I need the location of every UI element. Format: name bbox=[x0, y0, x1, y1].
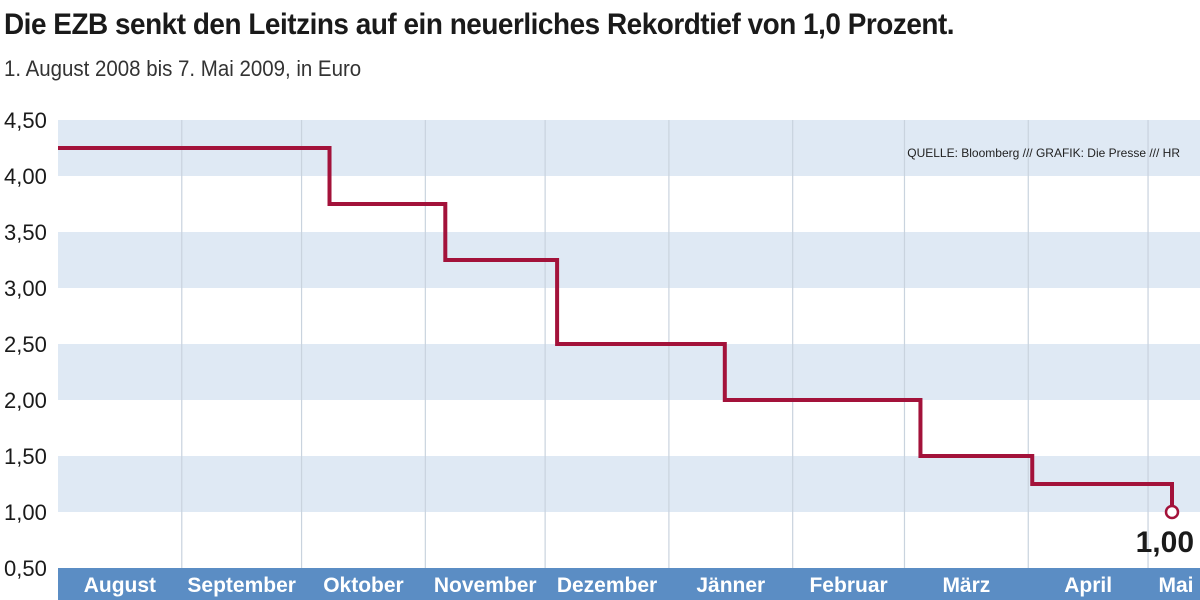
x-tick-label: November bbox=[434, 574, 537, 597]
y-tick-label: 0,50 bbox=[4, 556, 47, 581]
x-axis-bar: August September Oktober November Dezember Jä… bbox=[58, 568, 1200, 600]
y-tick-label: 1,50 bbox=[4, 444, 47, 469]
y-tick-label: 2,00 bbox=[4, 388, 47, 413]
vertical-gridlines bbox=[181, 120, 1149, 568]
x-tick-label: Dezember bbox=[557, 574, 657, 597]
x-axis-band bbox=[58, 568, 1200, 600]
series-line bbox=[58, 146, 1174, 512]
source-credit: QUELLE: Bloomberg /// GRAFIK: Die Presse… bbox=[907, 146, 1180, 160]
y-axis-ticks: 4,50 4,00 3,50 3,00 2,50 2,00 1,50 1,00 0,50 bbox=[4, 108, 47, 581]
x-tick-label: Mai bbox=[1158, 574, 1193, 597]
x-tick-label: April bbox=[1064, 574, 1112, 597]
x-tick-label: Jänner bbox=[696, 574, 765, 597]
chart-title: Die EZB senkt den Leitzins auf ein neuer… bbox=[4, 8, 955, 41]
y-tick-label: 3,00 bbox=[4, 276, 47, 301]
band-4 bbox=[58, 344, 1200, 400]
y-tick-label: 4,00 bbox=[4, 164, 47, 189]
x-tick-label: August bbox=[84, 574, 156, 597]
x-tick-label: Februar bbox=[809, 574, 887, 597]
chart-subtitle: 1. August 2008 bis 7. Mai 2009, in Euro bbox=[4, 56, 362, 81]
end-point-marker bbox=[1164, 504, 1180, 520]
x-tick-label: März bbox=[942, 574, 990, 597]
end-value-label: 1,00 bbox=[1136, 526, 1194, 559]
series-layer: 1,00 bbox=[58, 146, 1194, 559]
band-6 bbox=[58, 456, 1200, 512]
background-bands bbox=[58, 120, 1200, 512]
y-tick-label: 1,00 bbox=[4, 500, 47, 525]
y-tick-label: 2,50 bbox=[4, 332, 47, 357]
x-tick-label: Oktober bbox=[323, 574, 404, 597]
band-2 bbox=[58, 232, 1200, 288]
x-tick-label: September bbox=[187, 574, 296, 597]
y-tick-label: 4,50 bbox=[4, 108, 47, 133]
y-tick-label: 3,50 bbox=[4, 220, 47, 245]
